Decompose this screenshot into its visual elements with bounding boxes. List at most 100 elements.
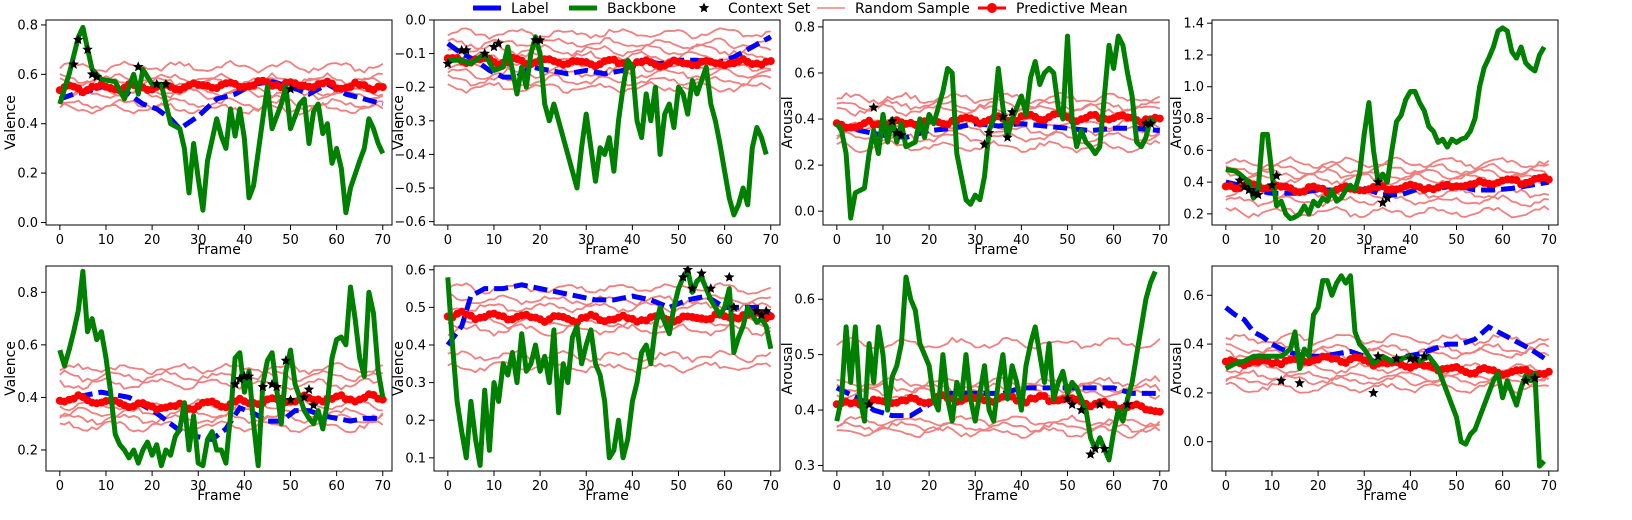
legend-entry-predictive-mean: Predictive Mean	[978, 1, 1128, 17]
x-tick-label: 40	[236, 233, 253, 248]
y-tick-label: −0.5	[394, 182, 426, 197]
context-star	[73, 34, 84, 45]
x-tick-label: 50	[282, 479, 299, 494]
context-star	[1391, 353, 1402, 364]
y-axis-label: Valence	[3, 95, 19, 150]
random-sample-line	[1225, 156, 1550, 171]
y-tick-label: −0.6	[394, 215, 426, 230]
random-sample-line	[836, 425, 1161, 439]
context-star	[1520, 375, 1531, 386]
y-axis-label: Arousal	[780, 342, 796, 394]
x-tick-label: 60	[1494, 479, 1511, 494]
y-axis-label: Valence	[391, 95, 407, 150]
y-tick-label: −0.4	[394, 148, 426, 163]
x-tick-label: 40	[1013, 233, 1030, 248]
random-sample-line	[447, 315, 771, 330]
x-tick-label: 0	[444, 233, 452, 248]
context-star	[493, 38, 504, 48]
y-tick-label: 0.5	[794, 348, 815, 363]
context-star	[1006, 106, 1018, 117]
random-sample-line	[447, 322, 771, 338]
context-star	[1145, 118, 1156, 129]
context-set	[229, 355, 319, 410]
subplots: 0 10 20 30 40 50 60 70 0.0 0.2 0.4 0.6 0.8 Frame Valen…	[3, 14, 1559, 504]
y-tick-label: 0.3	[405, 376, 426, 391]
context-star	[1076, 404, 1087, 415]
x-tick-label: 30	[1356, 479, 1373, 494]
random-sample-line	[836, 139, 1161, 154]
context-set	[1234, 170, 1393, 208]
context-star	[1419, 350, 1430, 361]
random-sample-line	[1225, 332, 1550, 347]
subplot-1: 0 10 20 30 40 50 60 70 0.0 0.2 0.4 0.6 0.8 Frame Valen…	[3, 18, 393, 258]
x-tick-label: 10	[875, 479, 892, 494]
context-star	[1234, 175, 1245, 185]
x-tick-label: 50	[670, 479, 687, 494]
y-tick-label: 0.6	[794, 293, 815, 308]
plot-area	[832, 33, 1164, 221]
context-star	[1239, 181, 1250, 192]
x-tick-label: 70	[1151, 233, 1168, 248]
x-tick-label: 0	[833, 233, 841, 248]
x-tick-label: 0	[56, 233, 64, 248]
x-tick-label: 20	[144, 479, 161, 494]
context-star	[724, 271, 735, 282]
y-tick-label: 1.0	[1183, 80, 1204, 95]
y-axis-label: Valence	[3, 341, 19, 396]
predictive-mean-point	[1155, 114, 1164, 123]
legend-entry-random-sample: Random Sample	[817, 1, 970, 17]
legend-label: Predictive Mean	[1016, 1, 1128, 17]
predictive-mean-point	[1544, 175, 1553, 184]
context-star	[299, 391, 310, 402]
x-tick-label: 40	[1402, 479, 1419, 494]
y-tick-label: 0.2	[1183, 386, 1204, 401]
context-star	[1529, 372, 1541, 383]
y-tick-label: 0.4	[794, 404, 815, 419]
x-tick-label: 20	[532, 233, 549, 248]
axes-frame	[433, 265, 781, 472]
plot-area	[442, 27, 775, 218]
x-tick-label: 50	[1448, 479, 1465, 494]
y-tick-label: 0.6	[1183, 289, 1204, 304]
x-axis-label: Frame	[1363, 488, 1407, 504]
legend: Label Backbone Context Set Random Sample Pre…	[473, 1, 1128, 17]
random-sample-line	[836, 419, 1161, 434]
x-tick-label: 10	[1264, 233, 1281, 248]
context-star	[442, 58, 454, 69]
y-tick-label: 0.4	[1183, 176, 1204, 191]
subplot-3: 0 10 20 30 40 50 60 70 0.0 0.2 0.4 0.6 0.8 Frame Arous…	[780, 19, 1170, 258]
context-star	[1099, 443, 1110, 454]
y-tick-label: 0.4	[17, 391, 38, 406]
x-tick-label: 50	[282, 233, 299, 248]
context-star	[696, 268, 707, 278]
axes-frame	[45, 19, 393, 226]
x-tick-label: 60	[716, 233, 733, 248]
context-star	[534, 34, 546, 45]
subplot-8: 0 10 20 30 40 50 60 70 0.0 0.2 0.4 0.6 Frame Arousal	[1169, 265, 1559, 504]
x-axis-label: Frame	[197, 488, 241, 504]
predictive-mean-point	[1155, 407, 1164, 416]
x-tick-label: 50	[670, 233, 687, 248]
label-line	[835, 385, 1160, 419]
context-star	[1066, 399, 1078, 409]
y-tick-label: 0.6	[405, 263, 426, 278]
x-tick-label: 10	[486, 479, 503, 494]
x-tick-label: 70	[762, 233, 779, 248]
legend-label: Label	[511, 1, 549, 17]
label-line	[836, 121, 1161, 141]
predictive-mean-point	[378, 83, 387, 92]
legend-entry-backbone: Backbone	[569, 1, 676, 17]
subplot-7: 0 10 20 30 40 50 60 70 0.3 0.4 0.5 0.6 Frame Arousal	[780, 265, 1170, 504]
x-axis-label: Frame	[585, 242, 629, 258]
x-tick-label: 60	[1105, 233, 1122, 248]
axes-frame	[1211, 265, 1559, 472]
y-tick-label: 0.2	[17, 443, 38, 458]
x-tick-label: 20	[1310, 479, 1327, 494]
context-star	[997, 111, 1009, 122]
y-tick-label: 0.0	[794, 205, 815, 220]
context-star	[1094, 399, 1105, 409]
random-sample-line	[59, 420, 384, 434]
context-star	[1409, 353, 1421, 364]
x-tick-label: 10	[98, 233, 115, 248]
x-tick-label: 60	[1105, 479, 1122, 494]
